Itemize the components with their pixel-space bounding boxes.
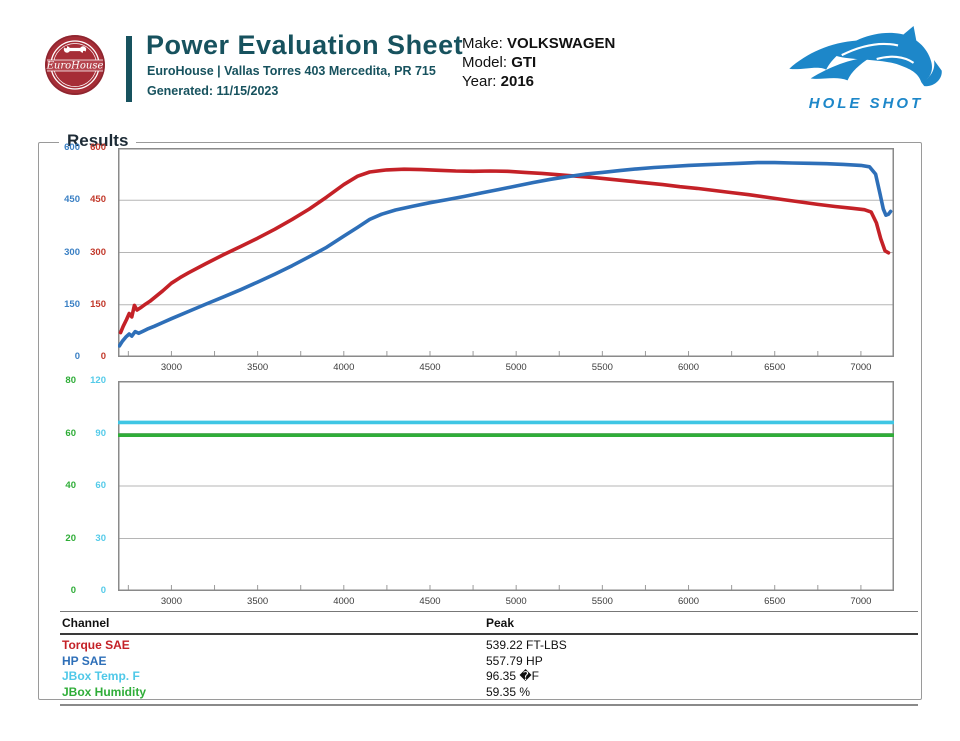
results-table: Channel Peak Torque SAE 539.22 FT-LBS HP S… bbox=[60, 611, 918, 706]
vehicle-info: Make: VOLKSWAGEN Model: GTI Year: 2016 bbox=[462, 34, 615, 91]
results-table-body: Torque SAE 539.22 FT-LBS HP SAE 557.79 HP JB… bbox=[60, 635, 918, 706]
x-axis-tick: 6500 bbox=[764, 596, 786, 607]
x-axis-tick: 6000 bbox=[677, 362, 700, 373]
table-row: JBox Temp. F 96.35 �F bbox=[62, 669, 916, 685]
channel-name: JBox Humidity bbox=[62, 684, 147, 699]
x-axis-tick: 7000 bbox=[850, 362, 872, 373]
title-accent-bar bbox=[126, 36, 132, 102]
peak-value: 59.35 % bbox=[486, 684, 531, 699]
y-axis-tick: 450 bbox=[90, 194, 106, 206]
torque-sae-curve bbox=[118, 167, 891, 335]
x-axis-tick: 5000 bbox=[505, 362, 527, 373]
y-axis-tick: 30 bbox=[95, 532, 106, 544]
vehicle-year: Year: 2016 bbox=[462, 73, 535, 90]
x-axis-tick: 5500 bbox=[591, 596, 613, 607]
y-axis-tick: 150 bbox=[64, 298, 80, 310]
channel-name: HP SAE bbox=[62, 653, 107, 668]
y-axis-tick: 450 bbox=[64, 194, 80, 206]
x-axis-tick: 5000 bbox=[505, 596, 527, 607]
y-axis-tick: 90 bbox=[95, 427, 106, 439]
y-axis-tick: 300 bbox=[90, 246, 106, 258]
brand-circle-text: EuroHouse bbox=[46, 61, 104, 72]
temp-humidity-chart: 80 60 40 20 0 120 90 60 30 0 3000 3500 4000 4500 5000 5… bbox=[60, 375, 896, 615]
x-axis-tick: 6500 bbox=[764, 362, 786, 373]
x-axis-tick: 4000 bbox=[333, 596, 355, 607]
y-axis-tick: 150 bbox=[90, 298, 106, 310]
eurohouse-logo-icon: EuroHouse bbox=[45, 35, 105, 95]
vehicle-make: Make: VOLKSWAGEN bbox=[462, 35, 616, 52]
x-axis-tick: 3000 bbox=[160, 596, 182, 607]
page-title: Power Evaluation Sheet bbox=[146, 30, 464, 60]
y-axis-tick: 120 bbox=[90, 375, 106, 386]
generated-date: Generated: 11/15/2023 bbox=[147, 84, 279, 98]
y-axis-tick: 600 bbox=[64, 142, 80, 153]
vehicle-model: Model: GTI bbox=[462, 54, 537, 71]
horse-icon bbox=[789, 26, 942, 87]
peak-value: 96.35 �F bbox=[486, 669, 539, 683]
results-table-header: Channel Peak bbox=[60, 611, 918, 635]
temp-humidity-plot bbox=[116, 381, 896, 591]
y-axis-tick: 60 bbox=[65, 427, 76, 439]
x-axis-tick: 4000 bbox=[333, 362, 355, 373]
y-axis-tick: 0 bbox=[70, 585, 76, 596]
table-row: Torque SAE 539.22 FT-LBS bbox=[62, 638, 916, 654]
hole-shot-wordmark: HOLE SHOT bbox=[808, 95, 924, 112]
y-axis-tick: 0 bbox=[100, 351, 106, 362]
results-section: Results bbox=[38, 131, 922, 700]
x-axis-tick: 3500 bbox=[247, 362, 269, 373]
channel-name: JBox Temp. F bbox=[62, 669, 140, 683]
results-legend: Results bbox=[59, 131, 137, 151]
x-axis-tick: 5500 bbox=[591, 362, 613, 373]
x-axis-tick: 7000 bbox=[850, 596, 872, 607]
y-axis-tick: 300 bbox=[64, 246, 80, 258]
hp-sae-curve bbox=[117, 160, 893, 348]
x-axis-tick: 6000 bbox=[677, 596, 700, 607]
y-axis-tick: 80 bbox=[65, 375, 76, 386]
channel-column-header: Channel bbox=[62, 616, 110, 630]
y-axis-tick: 60 bbox=[95, 480, 106, 491]
y-axis-tick: 0 bbox=[74, 351, 80, 362]
x-axis-tick: 3500 bbox=[247, 596, 269, 607]
y-axis-tick: 40 bbox=[65, 480, 76, 491]
wrench-icon bbox=[63, 46, 87, 54]
table-row: HP SAE 557.79 HP bbox=[62, 654, 916, 670]
eurohouse-logo: EuroHouse bbox=[44, 32, 106, 100]
y-axis-tick: 600 bbox=[90, 142, 106, 153]
y-axis-tick: 0 bbox=[100, 585, 106, 596]
table-row: JBox Humidity 59.35 % bbox=[62, 685, 916, 701]
y-axis-tick: 20 bbox=[65, 532, 76, 544]
peak-value: 539.22 FT-LBS bbox=[486, 638, 567, 652]
hole-shot-logo: HOLE SHOT bbox=[782, 26, 950, 114]
x-axis-tick: 3000 bbox=[160, 362, 182, 373]
shop-address: EuroHouse | Vallas Torres 403 Mercedita,… bbox=[147, 64, 436, 78]
channel-name: Torque SAE bbox=[62, 638, 130, 652]
power-torque-chart: 600 450 300 150 0 600 450 300 150 0 3000 3500 4000 45… bbox=[60, 142, 894, 380]
peak-column-header: Peak bbox=[486, 616, 515, 630]
power-torque-plot bbox=[117, 148, 894, 357]
x-axis-tick: 4500 bbox=[419, 362, 441, 373]
x-axis-tick: 4500 bbox=[419, 596, 441, 607]
peak-value: 557.79 HP bbox=[486, 653, 543, 668]
